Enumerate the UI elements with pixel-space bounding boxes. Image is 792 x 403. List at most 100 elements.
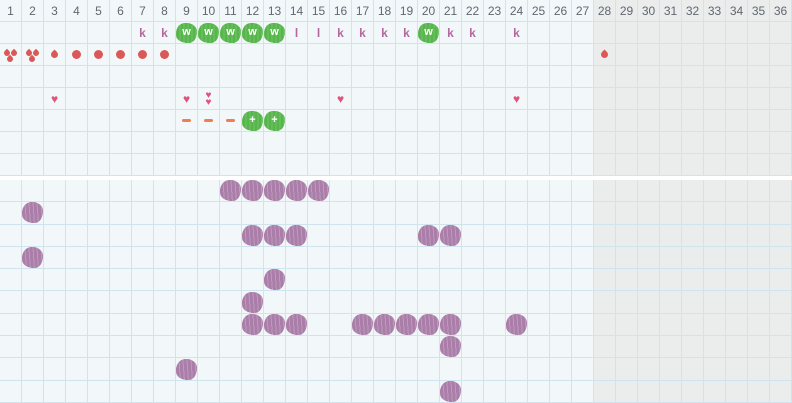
day-cell-mucus-letters-8[interactable]: k xyxy=(154,22,176,43)
day-cell-bleeding-22[interactable] xyxy=(462,44,484,65)
day-cell-symptom-row-10-4[interactable] xyxy=(66,380,88,402)
day-cell-tests-28[interactable] xyxy=(594,110,616,131)
day-cell-tests-2[interactable] xyxy=(22,110,44,131)
day-cell-symptom-row-5-25[interactable] xyxy=(528,269,550,291)
day-cell-symptom-row-10-33[interactable] xyxy=(704,380,726,402)
day-cell-symptom-row-8-33[interactable] xyxy=(704,336,726,358)
day-cell-symptom-row-2-21[interactable] xyxy=(440,202,462,224)
day-cell-tests-9[interactable] xyxy=(176,110,198,131)
day-cell-bleeding-36[interactable] xyxy=(770,44,792,65)
day-cell-symptom-row-7-28[interactable] xyxy=(594,313,616,336)
day-cell-bleeding-12[interactable] xyxy=(242,44,264,65)
day-cell-symptom-row-10-9[interactable] xyxy=(176,380,198,402)
day-cell-symptom-row-5-6[interactable] xyxy=(110,269,132,291)
day-cell-symptom-row-4-36[interactable] xyxy=(770,246,792,269)
day-cell-symptom-row-10-2[interactable] xyxy=(22,380,44,402)
day-cell-symptom-row-9-11[interactable] xyxy=(220,358,242,380)
day-cell-mucus-letters-11[interactable]: w xyxy=(216,18,245,47)
day-cell-symptom-row-7-4[interactable] xyxy=(66,313,88,336)
day-cell-symptom-row-4-25[interactable] xyxy=(528,246,550,269)
day-cell-symptom-row-1-34[interactable] xyxy=(726,180,748,202)
day-cell-tests-31[interactable] xyxy=(660,110,682,131)
day-cell-symptom-row-10-35[interactable] xyxy=(748,380,770,402)
day-cell-empty-2-6[interactable] xyxy=(110,132,132,153)
day-cell-tests-30[interactable] xyxy=(638,110,660,131)
day-cell-symptom-row-9-22[interactable] xyxy=(462,358,484,380)
day-cell-bleeding-33[interactable] xyxy=(704,44,726,65)
day-cell-symptom-row-3-28[interactable] xyxy=(594,224,616,246)
day-cell-empty-2-29[interactable] xyxy=(616,132,638,153)
day-cell-intercourse-24[interactable]: ♥ xyxy=(506,88,528,109)
day-cell-tests-3[interactable] xyxy=(44,110,66,131)
day-cell-tests-23[interactable] xyxy=(484,110,506,131)
day-cell-symptom-row-10-6[interactable] xyxy=(110,380,132,402)
day-cell-symptom-row-6-30[interactable] xyxy=(638,291,660,313)
day-cell-mucus-letters-34[interactable] xyxy=(726,22,748,43)
day-cell-symptom-row-9-16[interactable] xyxy=(330,358,352,380)
day-cell-symptom-row-3-35[interactable] xyxy=(748,224,770,246)
day-cell-symptom-row-9-23[interactable] xyxy=(484,358,506,380)
day-cell-mucus-letters-23[interactable] xyxy=(484,22,506,43)
day-cell-symptom-row-7-24[interactable] xyxy=(502,310,531,339)
day-cell-empty-2-7[interactable] xyxy=(132,132,154,153)
day-cell-bleeding-7[interactable] xyxy=(132,44,154,65)
day-cell-symptom-row-4-28[interactable] xyxy=(594,246,616,269)
day-cell-tests-19[interactable] xyxy=(396,110,418,131)
day-cell-empty-1-26[interactable] xyxy=(550,66,572,87)
day-cell-symptom-row-3-29[interactable] xyxy=(616,224,638,246)
day-cell-symptom-row-6-16[interactable] xyxy=(330,291,352,313)
day-cell-symptom-row-7-1[interactable] xyxy=(0,313,22,336)
day-cell-symptom-row-4-10[interactable] xyxy=(198,246,220,269)
day-cell-symptom-row-10-23[interactable] xyxy=(484,380,506,402)
day-cell-empty-3-28[interactable] xyxy=(594,154,616,175)
day-cell-symptom-row-3-5[interactable] xyxy=(88,224,110,246)
day-cell-empty-2-35[interactable] xyxy=(748,132,770,153)
day-cell-mucus-letters-31[interactable] xyxy=(660,22,682,43)
day-cell-symptom-row-2-22[interactable] xyxy=(462,202,484,224)
day-cell-intercourse-25[interactable] xyxy=(528,88,550,109)
day-cell-symptom-row-7-31[interactable] xyxy=(660,313,682,336)
day-cell-intercourse-13[interactable] xyxy=(264,88,286,109)
day-cell-symptom-row-2-28[interactable] xyxy=(594,202,616,224)
day-cell-symptom-row-2-4[interactable] xyxy=(66,202,88,224)
day-cell-empty-1-12[interactable] xyxy=(242,66,264,87)
day-cell-empty-2-8[interactable] xyxy=(154,132,176,153)
day-cell-tests-35[interactable] xyxy=(748,110,770,131)
day-cell-mucus-letters-5[interactable] xyxy=(88,22,110,43)
day-cell-symptom-row-9-26[interactable] xyxy=(550,358,572,380)
day-cell-empty-2-1[interactable] xyxy=(0,132,22,153)
day-cell-empty-2-34[interactable] xyxy=(726,132,748,153)
day-cell-empty-3-31[interactable] xyxy=(660,154,682,175)
day-cell-symptom-row-2-11[interactable] xyxy=(220,202,242,224)
day-cell-symptom-row-7-18[interactable] xyxy=(370,310,399,339)
day-cell-symptom-row-8-2[interactable] xyxy=(22,336,44,358)
day-cell-symptom-row-3-18[interactable] xyxy=(374,224,396,246)
day-cell-symptom-row-6-6[interactable] xyxy=(110,291,132,313)
day-cell-symptom-row-5-22[interactable] xyxy=(462,269,484,291)
day-cell-symptom-row-8-14[interactable] xyxy=(286,336,308,358)
day-cell-symptom-row-8-26[interactable] xyxy=(550,336,572,358)
day-cell-symptom-row-3-1[interactable] xyxy=(0,224,22,246)
day-cell-empty-3-26[interactable] xyxy=(550,154,572,175)
day-cell-symptom-row-6-15[interactable] xyxy=(308,291,330,313)
day-cell-symptom-row-3-21[interactable] xyxy=(436,221,465,250)
day-cell-bleeding-18[interactable] xyxy=(374,44,396,65)
day-cell-symptom-row-5-24[interactable] xyxy=(506,269,528,291)
day-cell-tests-7[interactable] xyxy=(132,110,154,131)
day-cell-mucus-letters-18[interactable]: k xyxy=(374,22,396,43)
day-cell-symptom-row-1-21[interactable] xyxy=(440,180,462,202)
day-cell-symptom-row-8-21[interactable] xyxy=(436,332,465,361)
day-cell-empty-3-32[interactable] xyxy=(682,154,704,175)
day-cell-bleeding-16[interactable] xyxy=(330,44,352,65)
day-cell-bleeding-27[interactable] xyxy=(572,44,594,65)
day-cell-intercourse-9[interactable]: ♥ xyxy=(176,88,198,109)
day-cell-mucus-letters-36[interactable] xyxy=(770,22,792,43)
day-cell-symptom-row-5-28[interactable] xyxy=(594,269,616,291)
day-cell-intercourse-7[interactable] xyxy=(132,88,154,109)
day-cell-intercourse-2[interactable] xyxy=(22,88,44,109)
day-cell-symptom-row-1-12[interactable] xyxy=(238,176,267,205)
day-cell-symptom-row-1-18[interactable] xyxy=(374,180,396,202)
day-cell-symptom-row-10-34[interactable] xyxy=(726,380,748,402)
day-cell-empty-1-8[interactable] xyxy=(154,66,176,87)
day-cell-symptom-row-4-33[interactable] xyxy=(704,246,726,269)
